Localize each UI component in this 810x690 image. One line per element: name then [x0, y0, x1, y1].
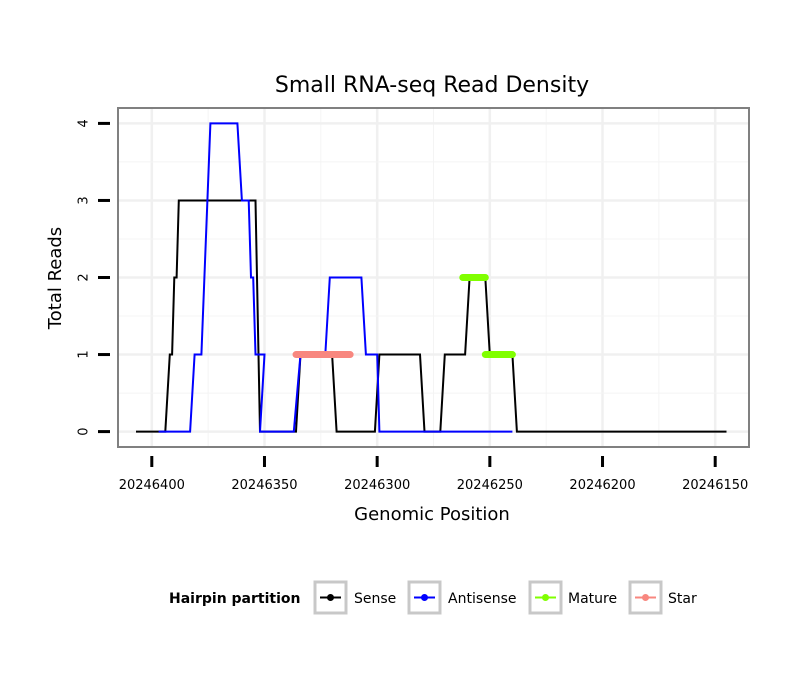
- legend-entry-mature: Mature: [528, 580, 617, 615]
- legend-key-point: [542, 594, 549, 601]
- x-tick-label: 20246350: [231, 478, 297, 493]
- plot-area: [117, 107, 750, 448]
- series-line-antisense: [158, 122, 513, 433]
- legend-key-point: [327, 594, 334, 601]
- y-axis: 0 1 2 3 4: [77, 119, 110, 436]
- y-tick-label: 4: [77, 119, 92, 127]
- x-tick-label: 20246250: [457, 478, 523, 493]
- y-tick-label: 2: [77, 273, 92, 281]
- y-axis-label: Total Reads: [45, 227, 66, 330]
- legend: Hairpin partition Sense Antisense Mature St…: [169, 580, 697, 615]
- x-tick-label: 20246400: [119, 478, 185, 493]
- x-tick-label: 20246300: [344, 478, 410, 493]
- chart-title: Small RNA-seq Read Density: [275, 73, 589, 98]
- legend-label: Star: [668, 591, 697, 607]
- x-axis-label: Genomic Position: [354, 504, 510, 525]
- legend-label: Sense: [354, 591, 396, 607]
- y-tick-label: 0: [77, 427, 92, 435]
- plot-border: [117, 107, 750, 448]
- x-tick-label: 20246150: [682, 478, 748, 493]
- y-tick-label: 1: [77, 350, 92, 358]
- legend-label: Mature: [568, 591, 617, 607]
- x-axis: 20246400 20246350 20246300 20246250 20246200…: [119, 456, 748, 493]
- legend-title: Hairpin partition: [169, 591, 300, 607]
- x-tick-label: 20246200: [569, 478, 635, 493]
- legend-entry-star: Star: [628, 580, 697, 615]
- y-tick-label: 3: [77, 196, 92, 204]
- legend-key-point: [642, 594, 649, 601]
- legend-entry-antisense: Antisense: [407, 580, 517, 615]
- legend-label: Antisense: [448, 591, 517, 607]
- legend-entries: Sense Antisense Mature Star: [313, 580, 697, 615]
- series-layer: [136, 122, 727, 433]
- legend-entry-sense: Sense: [313, 580, 396, 615]
- legend-key-point: [421, 594, 428, 601]
